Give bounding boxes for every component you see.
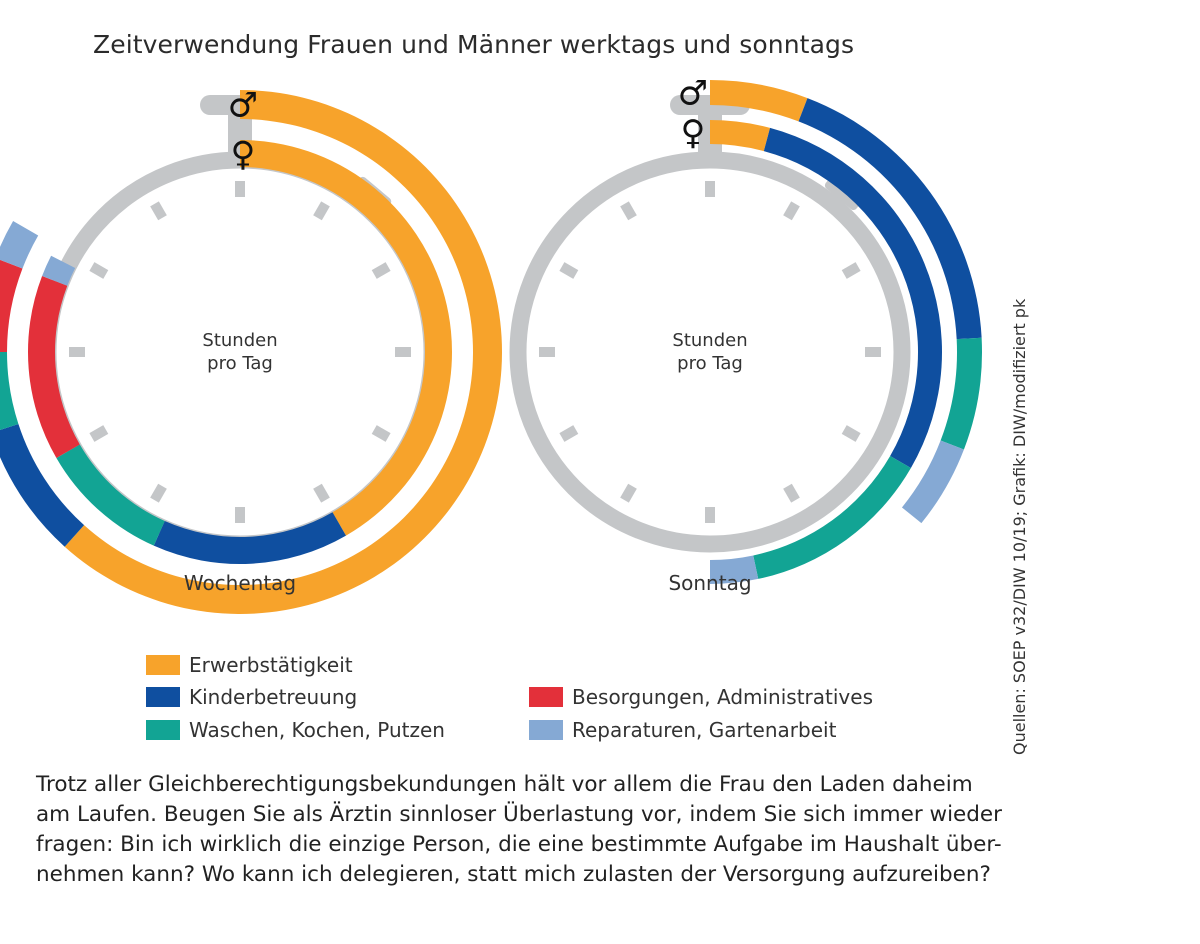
segment-erwerbstaetigkeit [710,120,771,152]
clock-tick [235,507,245,523]
female-symbol: ♀ [231,135,256,175]
segment-waschen-kochen-putzen [940,337,982,450]
clock-tick [395,347,411,357]
segment-reparaturen-gartenarbeit [710,555,759,584]
legend-label: Kinderbetreuung [189,685,358,709]
center-label: Stunden [672,330,747,351]
legend-item-besorgungen: Besorgungen, Administratives [529,685,873,709]
male-symbol: ♂ [228,86,258,126]
legend-swatch [529,687,563,707]
clock-tick [705,181,715,197]
stopwatch-ring [509,151,911,553]
segment-erwerbstaetigkeit [64,90,503,614]
clock-tick [620,483,637,503]
legend-item-kinderbetreuung: Kinderbetreuung [146,685,357,709]
clock-tick [783,483,800,503]
clock-tick [313,483,330,503]
segment-kinderbetreuung [763,127,942,468]
clock-tick [89,425,109,442]
segment-kinderbetreuung [798,98,982,340]
segment-erwerbstaetigkeit [710,80,808,122]
chart-title: Zeitverwendung Frauen und Männer werktag… [93,30,855,59]
body-line: fragen: Bin ich wirklich die einzige Per… [36,832,1002,857]
female-symbol: ♀ [681,113,706,153]
legend-swatch [146,720,180,740]
legend-label: Besorgungen, Administratives [572,685,873,709]
clock-tick [559,262,579,279]
legend-item-reparaturen: Reparaturen, Gartenarbeit [529,718,836,742]
clock-tick [841,262,861,279]
legend-label: Erwerbstätigkeit [189,653,353,677]
segment-kinderbetreuung [0,424,85,547]
segment-besorgungen-administratives [0,259,23,352]
clock-tick [705,507,715,523]
legend-label: Waschen, Kochen, Putzen [189,718,445,742]
legend-item-waschen: Waschen, Kochen, Putzen [146,718,445,742]
segment-reparaturen-gartenarbeit [901,440,964,524]
clock-tick [150,201,167,221]
center-label: pro Tag [677,353,743,374]
male-symbol: ♂ [678,74,708,114]
body-line: nehmen kann? Wo kann ich delegieren, sta… [36,862,991,887]
segment-waschen-kochen-putzen [0,352,19,430]
clock-tick [539,347,555,357]
segment-reparaturen-gartenarbeit [42,255,76,286]
legend-item-erwerbstaetigkeit: Erwerbstätigkeit [146,653,353,677]
segment-erwerbstaetigkeit [240,140,453,536]
clock-tick [865,347,881,357]
segment-reparaturen-gartenarbeit [0,221,39,269]
body-text: Trotz aller Gleichberechtigungsbekundung… [36,770,1186,890]
clock-tick [69,347,85,357]
legend-swatch [146,655,180,675]
clock-tick [313,201,330,221]
center-label: pro Tag [207,353,273,374]
clock-tick [559,425,579,442]
clock-tick [783,201,800,221]
clock-tick [371,425,391,442]
stopwatch-label: Wochentag [184,571,296,595]
segment-waschen-kochen-putzen [56,444,165,546]
segment-waschen-kochen-putzen [753,456,911,579]
body-line: Trotz aller Gleichberechtigungsbekundung… [36,772,973,797]
clock-tick [371,262,391,279]
clock-tick [235,181,245,197]
legend-label: Reparaturen, Gartenarbeit [572,718,837,742]
body-line: am Laufen. Beugen Sie als Ärztin sinnlos… [36,802,1002,827]
clock-tick [620,201,637,221]
clock-tick [89,262,109,279]
clock-tick [150,483,167,503]
center-label: Stunden [202,330,277,351]
stopwatch-label: Sonntag [668,571,751,595]
legend-swatch [529,720,563,740]
source-note: Quellen: SOEP v32/DIW 10/19; Grafik: DIW… [1010,298,1029,755]
segment-kinderbetreuung [153,512,346,564]
clock-tick [841,425,861,442]
segment-besorgungen-administratives [27,276,80,458]
legend-swatch [146,687,180,707]
